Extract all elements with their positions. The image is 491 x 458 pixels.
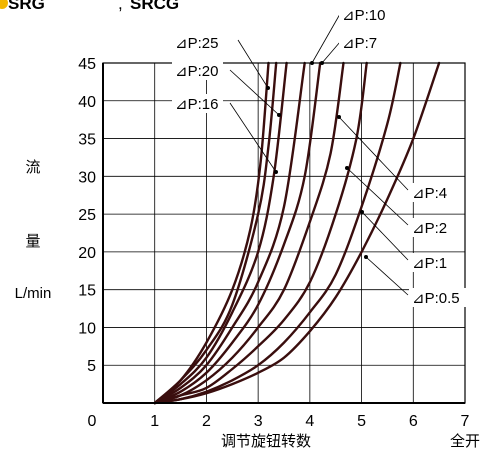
series-line-1 xyxy=(153,61,278,405)
callout-leader-line xyxy=(311,13,341,64)
callout-label-bg xyxy=(339,5,390,24)
callout-arrow-dot xyxy=(266,86,270,90)
x-tick-label: 6 xyxy=(409,413,418,430)
callout-leader-line xyxy=(237,39,269,89)
series-label: ⊿P:2 xyxy=(412,220,447,237)
x-tick-label: 4 xyxy=(305,413,314,430)
x-tick-label: 7 xyxy=(461,413,470,430)
callout-label-bg xyxy=(409,253,452,272)
y-tick-label: 25 xyxy=(78,207,96,224)
series-label: ⊿P:1 xyxy=(412,255,447,272)
y-tick-label: 35 xyxy=(78,132,96,149)
callout-arrow-dot xyxy=(274,170,278,174)
callout-arrow-dot xyxy=(360,210,364,214)
callout-label-bg xyxy=(172,94,223,113)
y-tick-label: 40 xyxy=(78,94,96,111)
x-tick-label: 3 xyxy=(254,413,263,430)
callout-arrow-dot xyxy=(345,166,349,170)
callout-label-bg xyxy=(409,288,469,307)
series-label: ⊿P:25 xyxy=(175,35,218,52)
callout-arrow-dot xyxy=(364,255,368,259)
series-line-8 xyxy=(153,61,441,405)
callout-leader-line xyxy=(229,69,280,116)
callout-label-bg xyxy=(172,33,223,52)
series-label: ⊿P:4 xyxy=(412,185,447,202)
callout-label-bg xyxy=(409,183,452,202)
y-tick-label: 5 xyxy=(87,358,96,375)
callout-arrow-dot xyxy=(320,61,324,65)
callout-leader-line xyxy=(346,167,409,226)
y-tick-label: 30 xyxy=(78,169,96,186)
y-axis-label-1: 流 xyxy=(25,158,40,176)
series-line-5 xyxy=(153,61,345,405)
callout-leader-line xyxy=(361,211,409,261)
series-label: ⊿P:10 xyxy=(342,7,385,24)
callout-leader-line xyxy=(229,102,277,173)
callout-leader-line xyxy=(321,41,341,64)
series-line-3 xyxy=(153,61,306,405)
callout-label-bg xyxy=(172,61,223,80)
header-separator: , xyxy=(118,0,123,13)
x-tick-label: 0 xyxy=(88,413,97,430)
header-label-srg: SRG xyxy=(8,0,45,13)
series-line-2 xyxy=(153,61,288,405)
y-tick-label: 15 xyxy=(78,283,96,300)
callout-arrow-dot xyxy=(277,113,281,117)
y-tick-label: 10 xyxy=(78,320,96,337)
y-tick-label: 45 xyxy=(78,56,96,73)
callout-arrow-dot xyxy=(337,115,341,119)
y-axis-label-unit: L/min xyxy=(15,285,52,302)
series-line-4 xyxy=(153,61,322,405)
x-axis-label: 调节旋钮转数 xyxy=(221,432,311,450)
header-label-srcg: SRCG xyxy=(130,0,179,13)
callout-leader-line xyxy=(365,256,409,296)
callout-leader-line xyxy=(338,116,409,191)
series-label: ⊿P:20 xyxy=(175,63,218,80)
callout-arrow-dot xyxy=(310,61,314,65)
callout-label-bg xyxy=(409,218,452,237)
x-tick-label: 1 xyxy=(150,413,159,430)
x-tick-label: 5 xyxy=(357,413,366,430)
x-tick-label: 2 xyxy=(202,413,211,430)
series-label: ⊿P:16 xyxy=(175,96,218,113)
series-label: ⊿P:0.5 xyxy=(412,290,460,307)
callout-label-bg xyxy=(339,33,382,52)
y-axis-label-2: 量 xyxy=(25,232,40,250)
x-axis-label-end: 全开 xyxy=(450,432,480,450)
series-label: ⊿P:7 xyxy=(342,35,377,52)
series-line-6 xyxy=(153,61,368,405)
header-marker-icon xyxy=(0,0,8,9)
y-tick-label: 20 xyxy=(78,245,96,262)
